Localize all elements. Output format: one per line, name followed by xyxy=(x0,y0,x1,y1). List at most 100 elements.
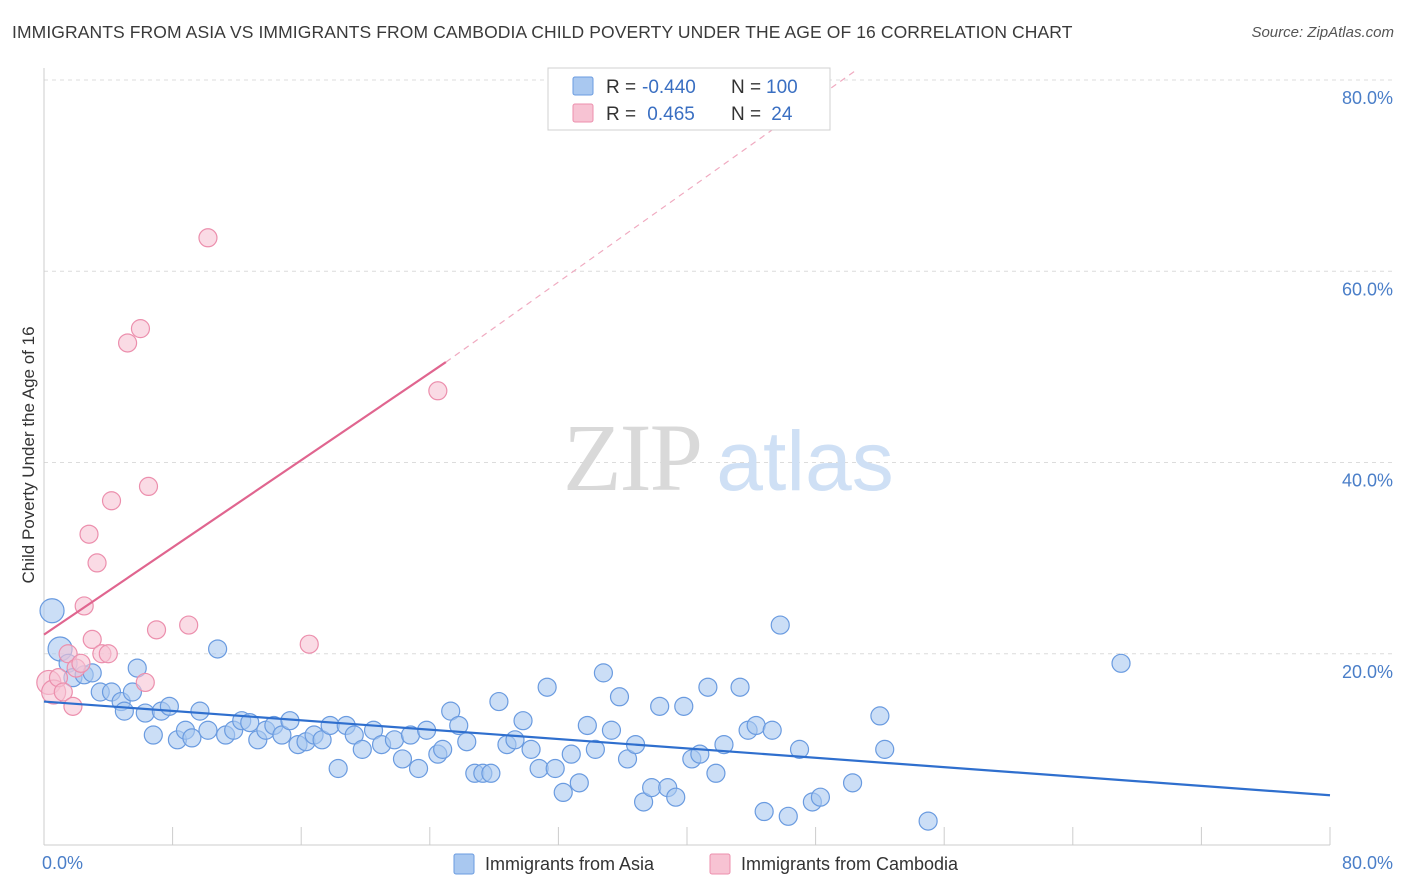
legend-r-label-asia: R = xyxy=(606,77,636,98)
asia-point-63 xyxy=(553,782,573,803)
asia-point-94 xyxy=(842,773,863,793)
legend-n-label-cambodia: N = xyxy=(731,104,761,125)
asia-point-95 xyxy=(870,706,890,726)
cambodia-point-21 xyxy=(198,228,218,248)
asia-point-15 xyxy=(159,696,179,716)
cambodia-point-19 xyxy=(146,620,167,640)
cambodia-point-14 xyxy=(101,491,122,511)
asia-point-48 xyxy=(433,739,453,759)
asia-point-86 xyxy=(746,715,766,736)
asia-point-12 xyxy=(135,703,155,723)
asia-point-87 xyxy=(754,801,774,822)
watermark: ZIP atlas xyxy=(563,404,894,511)
cambodia-point-3 xyxy=(53,682,73,702)
asia-point-68 xyxy=(593,663,614,683)
asia-point-51 xyxy=(457,732,477,752)
bottom-legend-swatch-cambodia xyxy=(709,853,731,875)
asia-point-91 xyxy=(789,739,810,759)
y-tick-label-1: 40.0% xyxy=(1342,471,1393,491)
asia-point-13 xyxy=(143,725,163,745)
asia-point-35 xyxy=(320,715,340,736)
asia-point-69 xyxy=(601,720,622,740)
watermark-atlas: atlas xyxy=(716,414,893,508)
asia-point-10 xyxy=(122,682,143,702)
asia-point-97 xyxy=(918,811,938,831)
cambodia-point-11 xyxy=(87,553,107,573)
tick-labels: 20.0% 40.0% 60.0% 80.0% 0.0% 80.0% xyxy=(42,88,1393,873)
legend-n-value-cambodia: 24 xyxy=(766,104,793,125)
chart-title: IMMIGRANTS FROM ASIA VS IMMIGRANTS FROM … xyxy=(12,22,1073,42)
asia-point-54 xyxy=(481,763,501,783)
cambodia-point-7 xyxy=(71,653,91,673)
asia-point-25 xyxy=(240,712,260,733)
bottom-legend: Immigrants from Asia Immigrants from Cam… xyxy=(453,853,959,875)
legend-n-value-asia: 100 xyxy=(766,77,798,98)
series-asia xyxy=(39,598,1131,831)
asia-point-78 xyxy=(674,696,694,716)
cambodia-point-17 xyxy=(135,672,155,693)
asia-point-71 xyxy=(617,749,638,769)
cambodia-point-18 xyxy=(138,476,159,497)
asia-point-19 xyxy=(190,701,210,721)
y-axis-label: Child Poverty Under the Age of 16 xyxy=(19,326,38,583)
legend-r-value-asia: -0.440 xyxy=(642,77,696,98)
trendline-asia xyxy=(43,700,1331,797)
asia-point-64 xyxy=(561,744,581,764)
series-cambodia xyxy=(36,228,448,716)
asia-point-50 xyxy=(449,715,469,736)
asia-point-37 xyxy=(328,758,348,779)
cambodia-point-4 xyxy=(58,644,78,664)
legend-r-value-cambodia: 0.465 xyxy=(642,104,695,125)
top-legend: R = -0.440 N = 100 R = 0.465 N = 24 xyxy=(547,67,831,131)
asia-point-59 xyxy=(521,739,541,759)
grid xyxy=(44,79,1392,655)
asia-point-62 xyxy=(545,758,565,779)
x-tick-label-1: 80.0% xyxy=(1342,853,1393,873)
legend-n-label-asia: N = xyxy=(731,77,761,98)
y-tick-label-2: 60.0% xyxy=(1342,279,1393,299)
asia-point-73 xyxy=(633,792,654,812)
cambodia-point-10 xyxy=(82,629,102,650)
x-tick-label-0: 0.0% xyxy=(42,853,83,873)
cambodia-point-22 xyxy=(299,634,319,654)
asia-point-55 xyxy=(489,691,509,712)
trendline-cambodia xyxy=(43,361,447,636)
legend-r-label-cambodia: R = xyxy=(606,104,636,125)
watermark-zip: ZIP xyxy=(563,404,701,511)
asia-point-67 xyxy=(585,739,605,759)
bottom-legend-label-asia: Immigrants from Asia xyxy=(485,854,655,874)
asia-point-96 xyxy=(875,739,895,759)
asia-point-11 xyxy=(127,658,147,678)
cambodia-point-9 xyxy=(79,524,99,544)
cambodia-point-16 xyxy=(130,319,151,339)
bottom-legend-swatch-asia xyxy=(453,853,475,875)
asia-point-82 xyxy=(706,763,726,783)
asia-point-84 xyxy=(730,677,750,697)
y-tick-label-3: 80.0% xyxy=(1342,88,1393,108)
asia-point-90 xyxy=(778,806,798,826)
asia-point-74 xyxy=(642,778,662,798)
asia-point-98 xyxy=(1111,653,1131,673)
asia-point-39 xyxy=(352,739,372,759)
asia-point-81 xyxy=(698,677,718,697)
asia-point-18 xyxy=(182,728,202,748)
legend-swatch-asia xyxy=(572,76,594,96)
asia-point-43 xyxy=(392,749,413,769)
asia-point-0 xyxy=(39,598,65,624)
asia-point-21 xyxy=(208,639,228,659)
cambodia-point-5 xyxy=(63,696,83,716)
cambodia-point-20 xyxy=(179,615,199,635)
bottom-legend-label-cambodia: Immigrants from Cambodia xyxy=(741,854,959,874)
asia-point-89 xyxy=(770,615,790,635)
asia-point-60 xyxy=(529,758,549,779)
asia-point-49 xyxy=(441,701,461,721)
y-tick-label-0: 20.0% xyxy=(1342,662,1393,682)
legend-swatch-cambodia xyxy=(572,103,594,123)
cambodia-point-13 xyxy=(98,644,118,664)
asia-point-77 xyxy=(666,787,686,807)
asia-point-57 xyxy=(505,730,525,750)
legend-box xyxy=(547,67,831,131)
asia-point-9 xyxy=(114,701,134,721)
asia-point-93 xyxy=(810,787,831,807)
